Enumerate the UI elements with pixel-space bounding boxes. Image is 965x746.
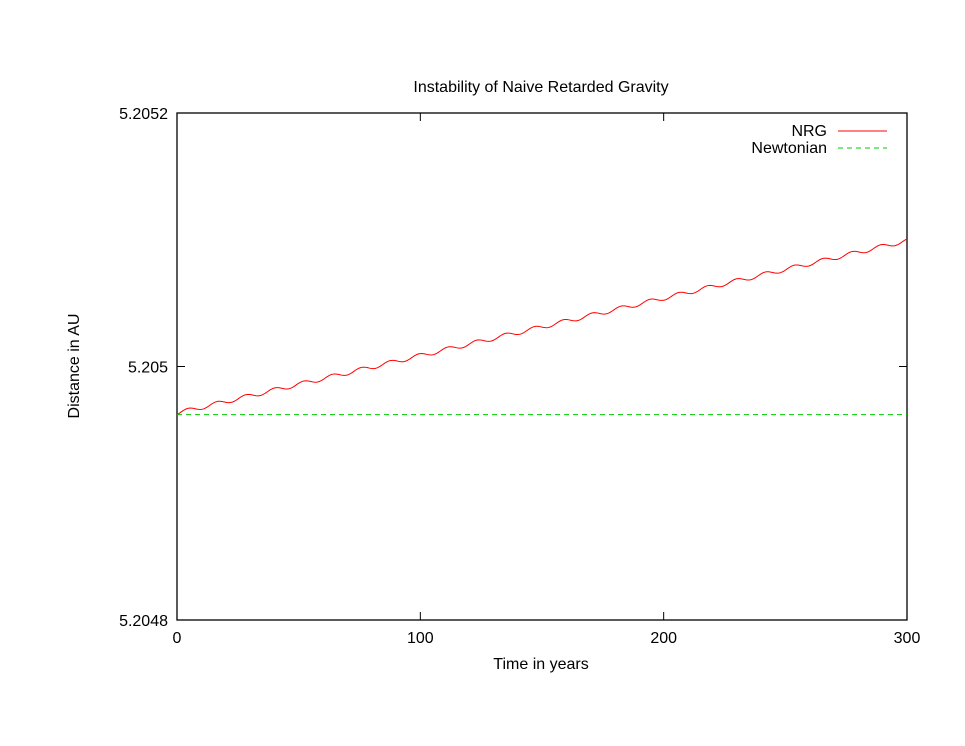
- x-tick-label: 200: [650, 630, 677, 647]
- y-tick-label: 5.205: [128, 360, 168, 377]
- plot-frame: [176, 112, 908, 621]
- legend-label: NRG: [791, 123, 827, 140]
- x-tick-label: 300: [894, 630, 921, 647]
- legend-label: Newtonian: [751, 140, 827, 157]
- series-line-nrg: [176, 238, 908, 416]
- y-axis-label: Distance in AU: [66, 314, 83, 419]
- x-tick-label: 100: [407, 630, 434, 647]
- series-layer: [176, 238, 908, 416]
- x-axis-label: Time in years: [493, 656, 588, 673]
- y-tick-label: 5.2052: [119, 106, 168, 123]
- plot-area: 0 100 200 300 5.2048 5.205 5.2052: [119, 106, 920, 647]
- chart-title: Instability of Naive Retarded Gravity: [413, 79, 668, 96]
- y-tick-label: 5.2048: [119, 613, 168, 630]
- x-tick-label: 0: [173, 630, 182, 647]
